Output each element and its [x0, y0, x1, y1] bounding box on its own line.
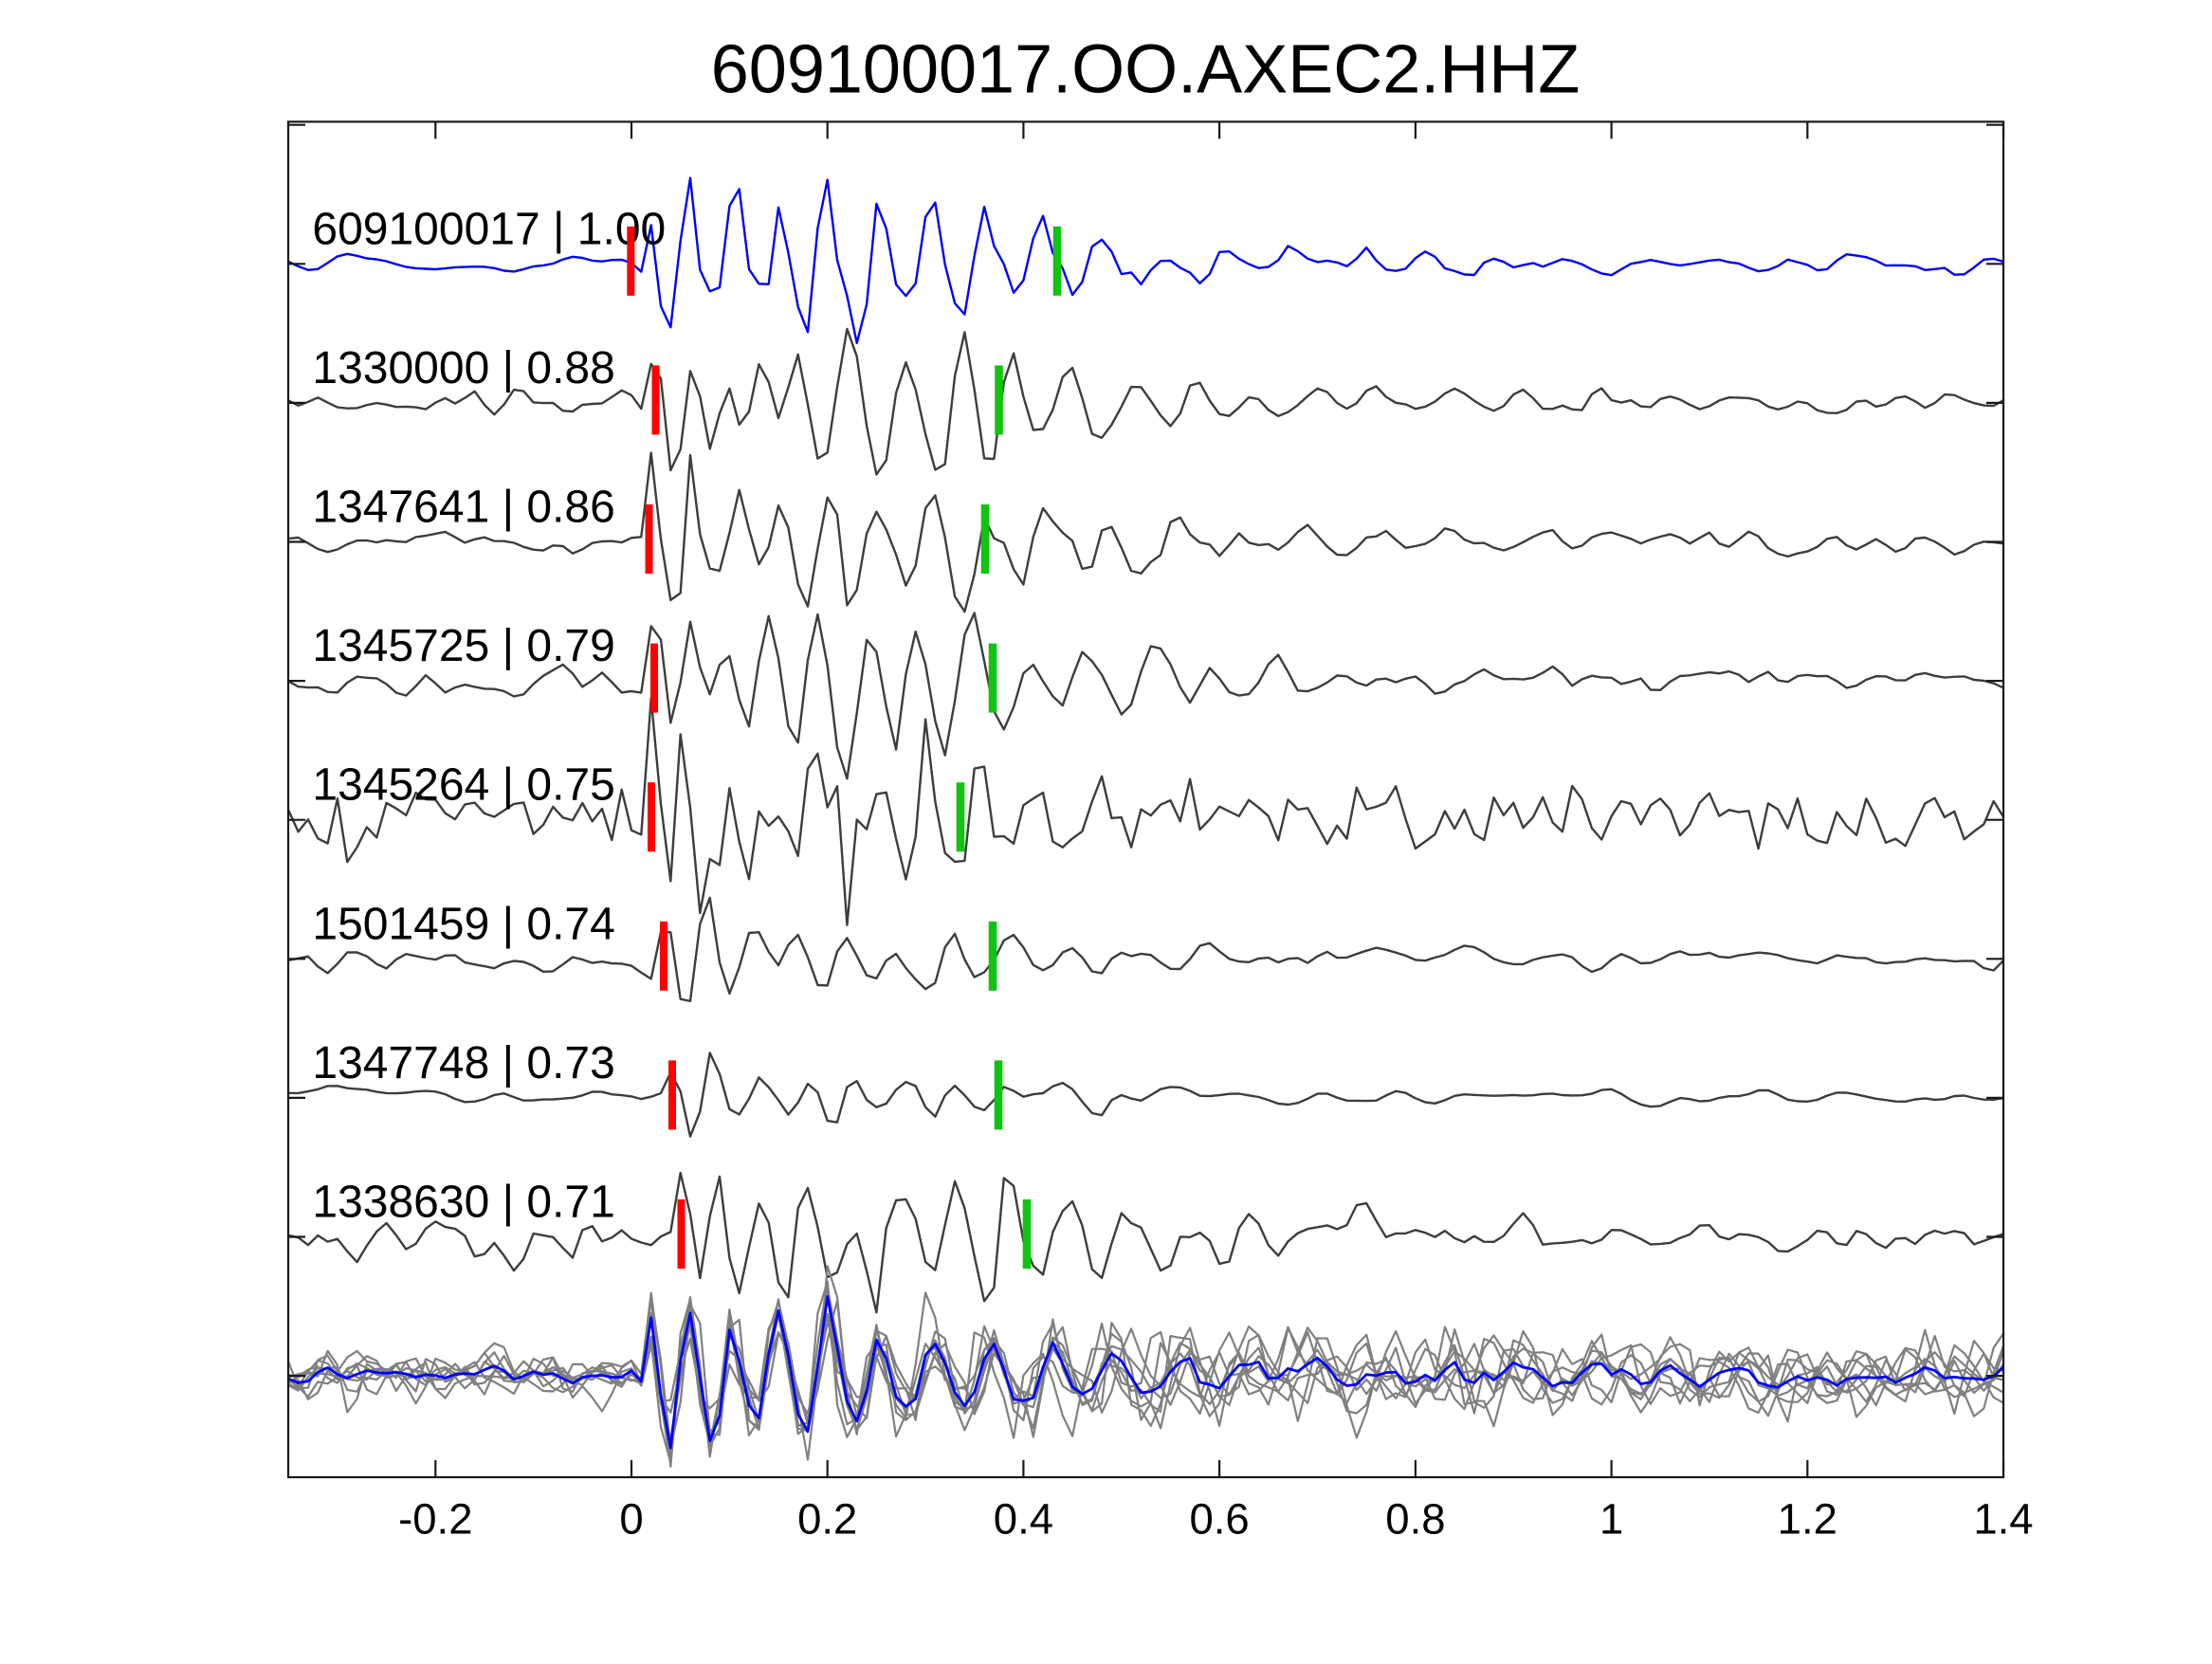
svg-text:1347641 | 0.86: 1347641 | 0.86 [312, 483, 614, 533]
svg-text:0.6: 0.6 [1189, 1495, 1249, 1544]
svg-text:609100017 | 1.00: 609100017 | 1.00 [312, 204, 666, 254]
svg-text:609100017.OO.AXEC2.HHZ: 609100017.OO.AXEC2.HHZ [711, 32, 1581, 108]
svg-text:0.2: 0.2 [797, 1495, 857, 1544]
svg-text:1345725 | 0.79: 1345725 | 0.79 [312, 621, 614, 671]
svg-text:1501459 | 0.74: 1501459 | 0.74 [312, 899, 614, 949]
svg-text:0.8: 0.8 [1385, 1495, 1445, 1544]
svg-text:1338630 | 0.71: 1338630 | 0.71 [312, 1178, 614, 1228]
svg-text:1347748 | 0.73: 1347748 | 0.73 [312, 1038, 614, 1088]
svg-text:0.4: 0.4 [994, 1495, 1053, 1544]
svg-text:-0.2: -0.2 [398, 1495, 472, 1544]
svg-text:1345264 | 0.75: 1345264 | 0.75 [312, 760, 614, 811]
svg-text:1.4: 1.4 [1973, 1495, 2033, 1544]
svg-text:1330000 | 0.88: 1330000 | 0.88 [312, 343, 614, 393]
svg-text:1: 1 [1600, 1495, 1623, 1544]
svg-text:0: 0 [619, 1495, 643, 1544]
svg-text:1.2: 1.2 [1778, 1495, 1837, 1544]
